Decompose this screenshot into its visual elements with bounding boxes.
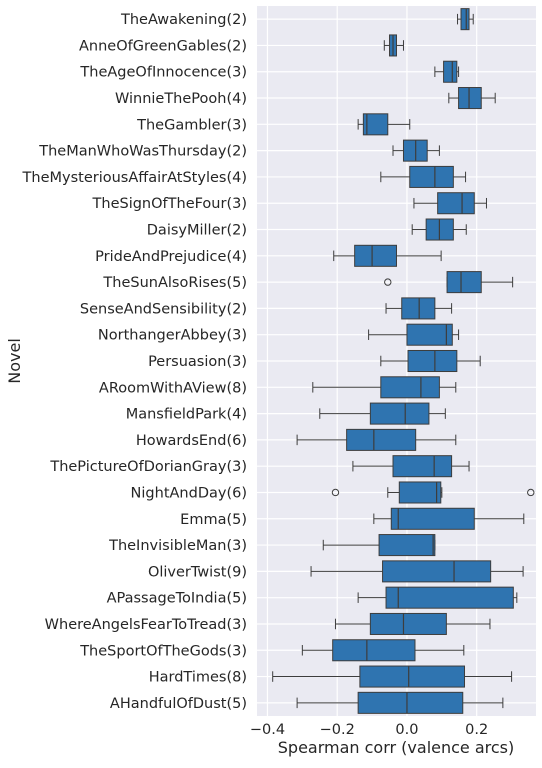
iqr-box	[357, 691, 464, 714]
box-group	[457, 8, 474, 31]
box-group	[319, 402, 446, 425]
iqr-box	[369, 402, 430, 425]
iqr-box	[385, 586, 514, 609]
box-group	[411, 218, 467, 241]
x-tick-labels: −0.4 −0.2 0.0 0.2	[250, 722, 488, 738]
iqr-box	[359, 665, 466, 688]
box-group	[434, 60, 460, 83]
box-group	[296, 428, 457, 451]
category-label: NightAndDay(6)	[131, 485, 247, 501]
outlier-point	[331, 488, 340, 497]
box-group	[357, 113, 411, 136]
box-group	[383, 34, 404, 57]
category-label: TheInvisibleMan(3)	[108, 538, 247, 554]
iqr-box	[407, 349, 458, 373]
outlier-point	[527, 488, 535, 497]
iqr-box	[362, 113, 389, 136]
category-label: TheManWhoWasThursday(2)	[38, 144, 247, 160]
box-group	[334, 612, 491, 635]
category-label: PrideAndPrejudice(4)	[95, 249, 247, 265]
boxes	[272, 8, 535, 714]
category-label: TheSunAlsoRises(5)	[102, 275, 247, 291]
box-group	[413, 192, 487, 215]
category-label: TheAwakening(2)	[120, 12, 247, 28]
category-label: NorthangerAbbey(3)	[98, 328, 247, 344]
y-axis-label: Novel	[5, 338, 24, 384]
category-label: TheAgeOfInnocence(3)	[79, 65, 247, 81]
category-label: AnneOfGreenGables(2)	[79, 38, 247, 54]
box-group	[272, 665, 513, 688]
box-group	[301, 639, 465, 662]
category-label: TheSignOfTheFour(3)	[92, 196, 247, 212]
box-group	[373, 507, 525, 530]
category-label: ARoomWithAView(8)	[99, 380, 247, 396]
x-axis-label: Spearman corr (valence arcs)	[278, 738, 515, 757]
box-group	[368, 323, 460, 346]
box-group	[380, 349, 481, 373]
category-label: WhereAngelsFearToTread(3)	[45, 617, 247, 633]
iqr-box	[346, 428, 417, 451]
iqr-box	[382, 560, 492, 583]
category-label: ThePictureOfDorianGray(3)	[49, 459, 247, 475]
category-label: SenseAndSensibility(2)	[80, 301, 247, 317]
box-group	[296, 691, 504, 714]
category-label: Persuasion(3)	[148, 354, 247, 370]
iqr-box	[354, 244, 397, 267]
x-tick-label: 0.0	[395, 722, 418, 738]
box-group	[380, 165, 467, 188]
iqr-box	[458, 87, 482, 110]
iqr-box	[409, 165, 454, 188]
category-label: HowardsEnd(6)	[136, 433, 247, 449]
box-group	[357, 586, 518, 609]
iqr-box	[446, 271, 482, 294]
category-label: AHandfulOfDust(5)	[110, 696, 247, 712]
iqr-box	[460, 8, 470, 31]
box-group	[384, 271, 514, 294]
category-label: APassageToIndia(5)	[107, 591, 247, 607]
iqr-box	[390, 507, 475, 530]
category-label: WinnieThePooh(4)	[115, 91, 247, 107]
iqr-box	[401, 297, 436, 320]
iqr-box	[398, 481, 442, 504]
iqr-box	[378, 534, 436, 557]
x-tick-label: −0.2	[320, 722, 355, 738]
box-group	[322, 534, 436, 557]
box-group	[385, 297, 453, 320]
category-label: HardTimes(8)	[149, 670, 247, 686]
category-label: TheMysteriousAffairAtStyles(4)	[22, 170, 247, 186]
category-label: TheGambler(3)	[136, 117, 247, 133]
iqr-box	[332, 639, 416, 662]
box-group	[333, 244, 442, 267]
outlier-point	[384, 278, 392, 286]
box-group	[331, 481, 535, 504]
iqr-box	[406, 323, 453, 346]
iqr-box	[369, 612, 447, 635]
category-labels: TheAwakening(2) AnneOfGreenGables(2) TheAg…	[22, 12, 247, 712]
x-tick-label: −0.4	[250, 722, 285, 738]
iqr-box	[443, 60, 458, 83]
box-group	[352, 455, 470, 478]
iqr-box	[392, 455, 453, 478]
category-label: Emma(5)	[180, 512, 247, 528]
category-label: TheSportOfTheGods(3)	[79, 643, 247, 659]
iqr-box	[437, 192, 475, 215]
category-label: DaisyMiller(2)	[147, 223, 247, 239]
category-label: MansfieldPark(4)	[126, 407, 247, 423]
box-group	[310, 560, 524, 583]
iqr-box	[380, 376, 440, 399]
box-group	[312, 376, 457, 399]
box-group	[392, 139, 440, 162]
box-group	[448, 87, 496, 110]
x-tick-label: 0.2	[465, 722, 488, 738]
category-label: OliverTwist(9)	[148, 564, 247, 580]
